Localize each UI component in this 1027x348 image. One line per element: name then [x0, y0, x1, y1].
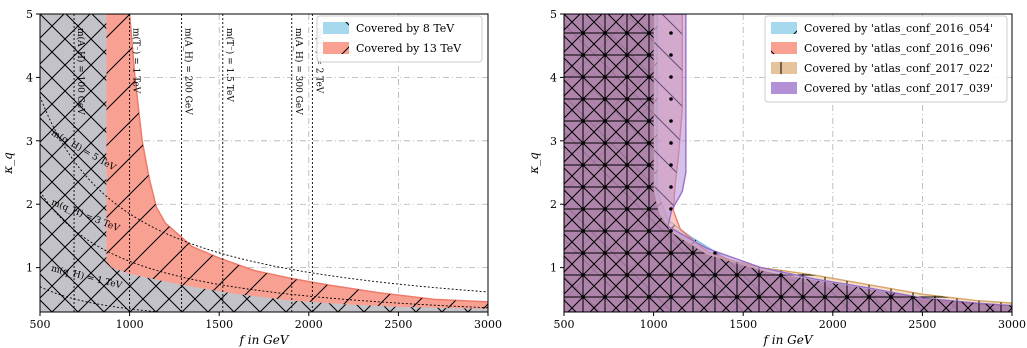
svg-text:Covered by 13 TeV: Covered by 13 TeV	[356, 42, 462, 55]
svg-text:Covered by 'atlas_conf_2016_09: Covered by 'atlas_conf_2016_096'	[804, 42, 993, 55]
left-plot-area	[40, 14, 488, 312]
right-ytick-label: 1	[550, 262, 557, 275]
left-ylabel: κ_q	[1, 152, 15, 175]
left-legend: Covered by 8 TeV Covered by 13 TeV	[316, 15, 483, 63]
left-xtick-label: 1000	[116, 318, 144, 331]
left-ticks: 500 1000 1500 2000 2500 3000 1 2 3 4 5	[26, 8, 502, 331]
left-xtick-label: 2500	[384, 318, 412, 331]
right-ticks: 500 1000 1500 2000 2500 3000 1 2 3 4 5	[550, 8, 1026, 331]
left-xtick-label: 2000	[295, 318, 323, 331]
right-xtick-label: 2000	[819, 318, 847, 331]
left-ytick-label: 1	[26, 262, 33, 275]
left-legend-item-8tev: Covered by 8 TeV	[323, 22, 455, 35]
right-axes-frame	[563, 13, 1013, 313]
right-ytick-label: 3	[550, 135, 557, 148]
right-ytick-label: 5	[550, 8, 557, 21]
left-vline-label: m(T⁻) = 1 TeV	[131, 28, 142, 94]
right-ylabel: κ_q	[527, 152, 541, 175]
left-xlabel: f in GeV	[239, 333, 290, 347]
left-panel: m(A_H) = 100 GeV m(T⁻) = 1 TeV m(A_H) = 20…	[1, 8, 502, 347]
right-legend-item-2017-039: Covered by 'atlas_conf_2017_039'	[771, 82, 993, 95]
right-xtick-label: 3000	[998, 318, 1026, 331]
right-xtick-label: 1000	[640, 318, 668, 331]
left-legend-item-13tev: Covered by 13 TeV	[323, 42, 462, 55]
right-panel: 500 1000 1500 2000 2500 3000 1 2 3 4 5 f in GeV κ_…	[527, 8, 1026, 347]
left-reference-lines	[73, 14, 313, 312]
right-xtick-label: 500	[554, 318, 575, 331]
left-vline-label: m(A_H) = 200 GeV	[183, 28, 194, 115]
right-region-fills	[564, 14, 1012, 312]
left-xtick-label: 3000	[474, 318, 502, 331]
left-curve-3tev	[40, 191, 488, 309]
left-region-fills	[40, 14, 488, 312]
left-vline-label: m(A_H) = 100 GeV	[75, 28, 86, 115]
left-xtick-label: 500	[30, 318, 51, 331]
right-xtick-label: 2500	[908, 318, 936, 331]
left-curve-5tev	[40, 96, 488, 293]
left-vline-label: m(T⁻) = 1.5 TeV	[224, 28, 235, 102]
svg-text:Covered by 'atlas_conf_2017_02: Covered by 'atlas_conf_2017_022'	[804, 62, 993, 75]
svg-text:Covered by 8 TeV: Covered by 8 TeV	[356, 22, 455, 35]
right-plot-area	[564, 14, 1012, 312]
right-region-overlap-dots	[564, 14, 1012, 312]
left-ytick-label: 4	[26, 71, 33, 84]
left-curve-1tev	[40, 286, 165, 312]
left-vline-label: m(A_H) = 300 GeV	[293, 28, 304, 115]
left-region-overlap-hatch	[40, 14, 488, 312]
right-legend: Covered by 'atlas_conf_2016_054' Covered…	[764, 15, 1008, 103]
right-legend-item-2016-054: Covered by 'atlas_conf_2016_054'	[771, 22, 993, 35]
left-region-13tev-hatch	[40, 14, 488, 312]
right-xtick-label: 1500	[729, 318, 757, 331]
right-legend-item-2016-096: Covered by 'atlas_conf_2016_096'	[771, 42, 993, 55]
left-ytick-label: 2	[26, 198, 33, 211]
right-ytick-label: 4	[550, 71, 557, 84]
left-mass-curves	[40, 96, 488, 312]
right-legend-item-2017-022: Covered by 'atlas_conf_2017_022'	[771, 62, 993, 75]
svg-text:Covered by 'atlas_conf_2017_03: Covered by 'atlas_conf_2017_039'	[804, 82, 993, 95]
left-axes-frame	[39, 13, 489, 313]
svg-text:Covered by 'atlas_conf_2016_05: Covered by 'atlas_conf_2016_054'	[804, 22, 993, 35]
left-ytick-label: 5	[26, 8, 33, 21]
left-xtick-label: 1500	[205, 318, 233, 331]
right-ytick-label: 2	[550, 198, 557, 211]
right-xlabel: f in GeV	[763, 333, 814, 347]
left-ytick-label: 3	[26, 135, 33, 148]
